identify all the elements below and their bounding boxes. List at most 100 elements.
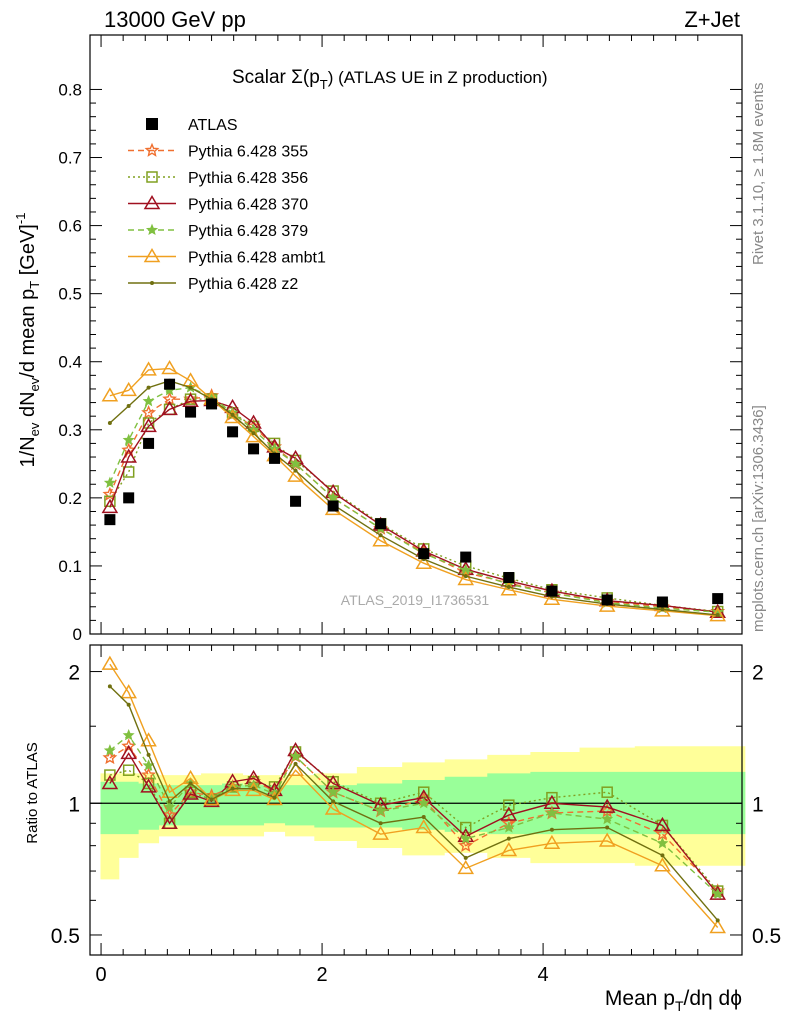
series-point bbox=[182, 392, 199, 407]
plot-title: Scalar Σ(pT) (ATLAS UE in Z production) bbox=[232, 67, 548, 92]
series-point bbox=[101, 387, 119, 402]
ratio-series-point bbox=[188, 781, 193, 786]
ratio-series-point bbox=[289, 750, 302, 762]
ratio-series-point bbox=[101, 774, 119, 790]
series-point bbox=[141, 404, 157, 420]
main-ytick-label: 0.2 bbox=[58, 489, 82, 508]
legend-label: Pythia 6.428 356 bbox=[188, 170, 308, 187]
series-point bbox=[500, 581, 518, 596]
legend-label: Pythia 6.428 z2 bbox=[188, 276, 298, 293]
series-point bbox=[120, 448, 137, 463]
legend-entry-2: Pythia 6.428 356 bbox=[128, 170, 308, 187]
atlas-data-point bbox=[712, 593, 724, 605]
ratio-ytick-label: 1 bbox=[68, 793, 80, 816]
ratio-series-point bbox=[140, 778, 157, 793]
atlas-data-point bbox=[290, 495, 302, 507]
ratio-series-point bbox=[224, 781, 241, 797]
series-point bbox=[103, 476, 116, 488]
ratio-series-point bbox=[272, 795, 277, 800]
legend-label: Pythia 6.428 370 bbox=[188, 197, 308, 214]
atlas-data-point bbox=[460, 551, 472, 563]
ratio-series-point bbox=[503, 799, 515, 811]
xtick-label: 4 bbox=[538, 964, 549, 986]
main-ytick-label: 0.4 bbox=[58, 353, 82, 372]
ylabel-main: 1/Nev dNev/d mean pT [GeV]-1 bbox=[13, 213, 42, 468]
ratio-ytick-label: 0.5 bbox=[51, 925, 80, 948]
atlas-data-point bbox=[546, 585, 558, 597]
ratio-series-point bbox=[324, 800, 342, 815]
ratio-series-point bbox=[605, 825, 610, 830]
ratio-series-point bbox=[378, 821, 383, 826]
legend-marker bbox=[143, 248, 161, 263]
ratio-series-point bbox=[251, 786, 256, 791]
ratio-series-point bbox=[293, 761, 298, 766]
series-line bbox=[109, 399, 718, 613]
ratio-series-point bbox=[163, 800, 176, 813]
atlas-data-point bbox=[601, 594, 613, 606]
legend-label: Pythia 6.428 379 bbox=[188, 223, 308, 240]
ratio-series-point bbox=[500, 806, 518, 821]
analysis-watermark: ATLAS_2019_I1736531 bbox=[341, 592, 490, 608]
ratio-series-point bbox=[122, 728, 135, 741]
series-point bbox=[188, 385, 193, 390]
ratio-series-line bbox=[109, 663, 719, 928]
ratio-series-point bbox=[654, 816, 671, 832]
series-point bbox=[289, 457, 302, 469]
ratio-ytick-label-right: 1 bbox=[752, 793, 764, 816]
atlas-data bbox=[104, 378, 724, 608]
legend-label: Pythia 6.428 ambt1 bbox=[188, 250, 326, 267]
ratio-series-point bbox=[598, 832, 616, 847]
series-point bbox=[245, 428, 262, 443]
series-line bbox=[109, 367, 718, 617]
ratio-series-point bbox=[374, 804, 387, 817]
series-point bbox=[543, 590, 561, 606]
main-ytick-label: 0.7 bbox=[58, 149, 82, 168]
rivet-label: Rivet 3.1.10, ≥ 1.8M events bbox=[750, 83, 767, 266]
main-panel: 0 0.1 0.2 0.3 0.4 0.5 0.6 0.7 0.8 bbox=[58, 34, 743, 644]
atlas-data-point bbox=[375, 518, 387, 530]
atlas-data-point bbox=[185, 406, 197, 418]
ratio-series-point bbox=[601, 786, 613, 798]
ratio-series-point bbox=[598, 798, 616, 813]
series-point bbox=[457, 571, 475, 586]
series-line bbox=[109, 386, 718, 613]
legend: ATLAS Pythia 6.428 355 Pythia 6.428 356 Pyt… bbox=[128, 117, 326, 293]
main-ytick-label: 0.1 bbox=[58, 557, 82, 576]
ratio-series-point bbox=[121, 738, 137, 753]
series-point bbox=[378, 533, 383, 538]
ratio-series-point bbox=[102, 750, 118, 765]
atlas-data-point bbox=[123, 492, 135, 504]
legend-marker bbox=[143, 195, 161, 210]
series-point bbox=[161, 400, 178, 416]
ratio-series-point bbox=[120, 684, 137, 699]
legend-marker bbox=[145, 223, 159, 236]
ratio-series-point bbox=[715, 918, 720, 923]
series-line bbox=[109, 398, 718, 613]
series-point bbox=[287, 467, 304, 482]
ratio-series-point bbox=[327, 785, 340, 798]
series-point bbox=[140, 361, 157, 376]
ratio-series-point bbox=[101, 655, 119, 670]
main-ytick-label: 0.6 bbox=[58, 217, 82, 236]
atlas-data-point bbox=[248, 443, 260, 455]
ratio-series-point bbox=[421, 815, 426, 820]
legend-entry-1: Pythia 6.428 355 bbox=[128, 142, 308, 161]
atlas-data-point bbox=[104, 514, 116, 526]
ratio-series-point bbox=[167, 799, 172, 804]
plot-title-main: Scalar Σ(p bbox=[232, 67, 320, 88]
ratio-series-point bbox=[415, 819, 433, 834]
ratio-series-point bbox=[146, 752, 151, 757]
ratio-series-point bbox=[126, 702, 131, 707]
series-point bbox=[120, 381, 137, 397]
ratio-series-point bbox=[545, 806, 558, 819]
series-point bbox=[372, 532, 389, 547]
mcplots-label: mcplots.cern.ch [arXiv:1306.3436] bbox=[750, 405, 767, 632]
legend-marker bbox=[150, 281, 154, 285]
legend-marker bbox=[146, 118, 158, 130]
series-point bbox=[126, 403, 131, 408]
ratio-series-point bbox=[140, 732, 157, 747]
ratio-series-point bbox=[107, 684, 112, 689]
series-point bbox=[506, 585, 511, 590]
legend-label: Pythia 6.428 355 bbox=[188, 144, 308, 161]
